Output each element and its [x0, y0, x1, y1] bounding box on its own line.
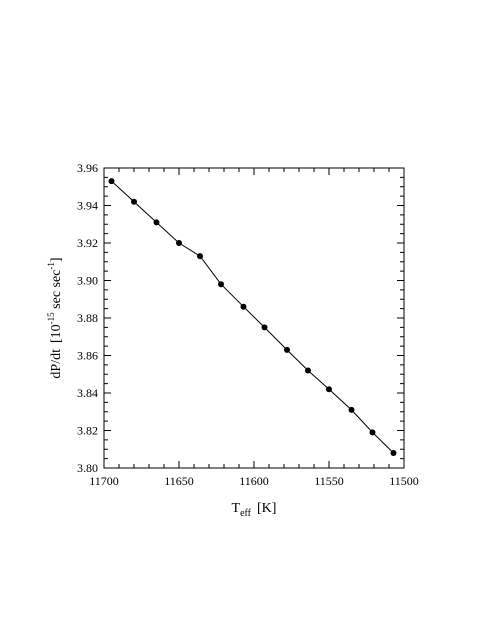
x-tick-label: 11700	[89, 474, 119, 488]
y-axis-label-unit-close: ]	[49, 257, 64, 262]
y-tick-label: 3.90	[77, 274, 98, 288]
data-point	[197, 253, 203, 260]
series-line	[111, 180, 394, 454]
data-point	[176, 240, 182, 246]
data-point	[131, 198, 137, 205]
plot-frame	[103, 167, 405, 469]
x-tick-label: 11600	[239, 474, 269, 488]
data-point	[390, 450, 397, 456]
data-point	[240, 303, 247, 310]
y-axis-label-superscript-1: -15	[46, 312, 56, 324]
y-tick-label: 3.82	[77, 424, 98, 438]
data-point	[218, 281, 224, 288]
y-axis-label-main: dP/dt	[49, 349, 64, 379]
x-axis-label: Teff [K]	[232, 501, 277, 519]
y-axis-label-unit-mid: sec sec	[49, 270, 64, 313]
y-tick-label: 3.96	[77, 161, 98, 175]
data-point	[261, 324, 268, 331]
data-point	[369, 429, 376, 436]
data-point	[153, 219, 160, 226]
x-axis-label-unit: [K]	[257, 501, 276, 516]
y-axis-ticks: 3.80 3.82 3.84 3.86 3.88 3.90 3.92 3.94 3.96	[77, 161, 404, 475]
data-point	[305, 367, 311, 374]
y-axis-label-superscript-2: -1	[46, 262, 56, 270]
y-tick-label: 3.92	[77, 236, 98, 250]
x-axis-ticks: 11700 11650 11600 11550 11500	[89, 168, 419, 488]
x-tick-label: 11550	[314, 474, 344, 488]
data-point	[284, 346, 290, 353]
y-tick-label: 3.88	[77, 311, 98, 325]
y-tick-label: 3.80	[77, 461, 98, 475]
data-series	[108, 178, 397, 456]
y-tick-label: 3.86	[77, 349, 98, 363]
x-axis-label-main: T	[232, 501, 241, 516]
y-axis-label: dP/dt [10-15 sec sec-1]	[46, 257, 64, 378]
data-point	[326, 386, 332, 393]
y-axis-label-unit-open: [10	[49, 324, 64, 343]
data-point	[348, 406, 355, 413]
y-tick-label: 3.84	[77, 386, 98, 400]
x-tick-label: 11500	[389, 474, 419, 488]
x-tick-label: 11650	[164, 474, 194, 488]
y-tick-label: 3.94	[77, 199, 98, 213]
data-point	[108, 178, 115, 185]
x-axis-label-subscript: eff	[240, 508, 252, 519]
